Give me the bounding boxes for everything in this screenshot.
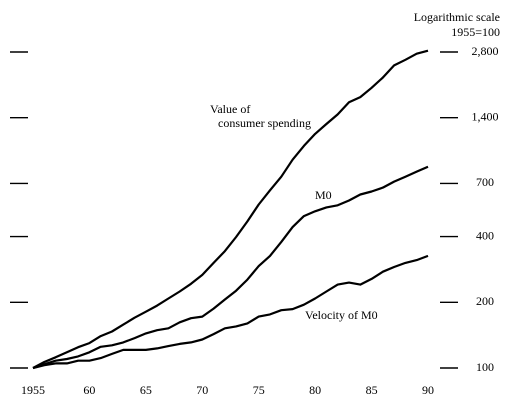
series-line [32, 165, 429, 370]
x-tick-label: 70 [196, 383, 208, 397]
series-line [32, 49, 429, 369]
x-tick-label: 90 [422, 383, 434, 397]
axis-note: Logarithmic scale [414, 10, 500, 24]
y-tick-label: 1,400 [472, 109, 499, 123]
y-tick-label: 400 [476, 228, 494, 242]
y-tick-label: 100 [476, 360, 494, 374]
x-tick-label: 60 [83, 383, 95, 397]
series-label: consumer spending [218, 116, 311, 130]
y-tick-label: 200 [476, 294, 494, 308]
x-tick-label: 75 [253, 383, 265, 397]
x-tick-label: 85 [366, 383, 378, 397]
x-tick-label: 80 [309, 383, 321, 397]
axis-note: 1955=100 [451, 25, 500, 39]
series-label: Value of [210, 102, 250, 116]
y-tick-label: 2,800 [472, 44, 499, 58]
series-label: Velocity of M0 [305, 308, 378, 322]
x-tick-label: 1955 [21, 383, 45, 397]
y-tick-label: 700 [476, 175, 494, 189]
x-tick-label: 65 [140, 383, 152, 397]
series-line [32, 254, 429, 370]
series-label: M0 [315, 188, 332, 202]
